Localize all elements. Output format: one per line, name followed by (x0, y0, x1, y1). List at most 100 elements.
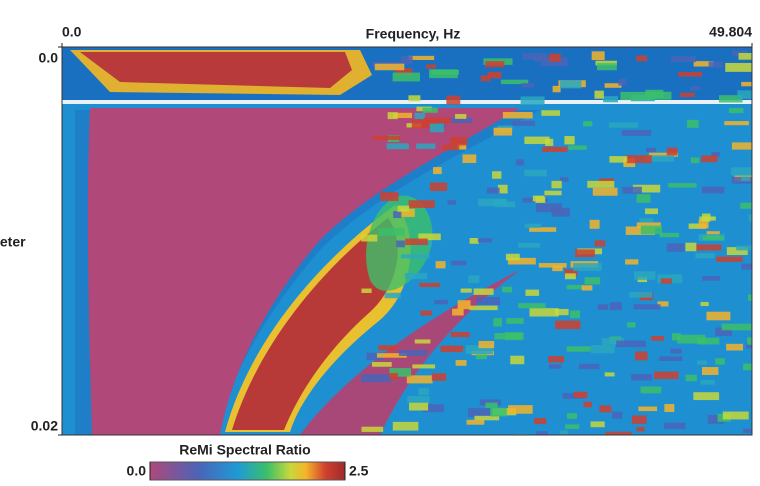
speckle (506, 318, 523, 324)
speckle (595, 240, 606, 246)
speckle (407, 396, 430, 402)
speckle (565, 424, 579, 429)
speckle (651, 336, 664, 341)
speckle (534, 418, 546, 424)
speckle (442, 145, 459, 150)
speckle (709, 61, 723, 67)
speckle (494, 128, 513, 136)
speckle (741, 82, 760, 86)
speckle (401, 254, 430, 258)
speckle (678, 72, 702, 77)
speckle (612, 412, 622, 419)
speckle (451, 332, 470, 337)
speckle (405, 239, 428, 246)
speckle (524, 170, 546, 177)
speckle (737, 90, 756, 98)
speckle (631, 374, 652, 380)
speckle (748, 295, 760, 301)
speckle (686, 375, 697, 381)
speckle (455, 114, 466, 119)
speckle (388, 112, 398, 119)
speckle (536, 203, 562, 212)
colorbar-tick-label: 0.0 (127, 463, 147, 479)
speckle (706, 312, 730, 321)
speckle (474, 416, 499, 420)
speckle (627, 322, 635, 327)
speckle (567, 346, 591, 351)
speckle (620, 92, 649, 100)
speckle (544, 191, 561, 196)
speckle (424, 118, 451, 124)
speckle (463, 154, 477, 163)
speckle (629, 292, 652, 298)
speckle (664, 404, 674, 412)
speckle (638, 407, 657, 412)
colorbar (150, 462, 345, 480)
speckle (583, 402, 591, 408)
speckle (573, 263, 602, 271)
speckle (680, 93, 695, 97)
speckle (722, 324, 752, 331)
speckle (485, 403, 497, 408)
speckle (741, 264, 760, 270)
speckle (512, 121, 534, 126)
speckle (415, 113, 426, 119)
speckle (502, 287, 512, 293)
speckle (702, 187, 724, 194)
speckle (672, 333, 681, 340)
speckle (450, 137, 467, 145)
speckle (603, 96, 618, 102)
speckle (560, 80, 581, 88)
speckle (451, 261, 466, 266)
speckle (729, 108, 744, 113)
speckle (634, 304, 661, 309)
speckle (555, 309, 569, 315)
speckle (525, 290, 539, 296)
speckle (397, 206, 409, 212)
speckle (583, 121, 592, 126)
speckle (541, 110, 560, 116)
speckle (545, 139, 553, 146)
speckle (726, 344, 743, 351)
speckle (740, 203, 752, 209)
speckle (592, 51, 605, 60)
speckle (564, 136, 574, 144)
speckle (659, 356, 682, 360)
speckle (378, 345, 397, 350)
speckle (485, 61, 504, 67)
speckle (697, 361, 707, 365)
speckle (618, 79, 626, 86)
speckle (685, 243, 696, 251)
speckle (739, 53, 756, 60)
speckle (423, 108, 438, 113)
speckle (691, 157, 699, 163)
speckle (570, 311, 580, 319)
speckle (434, 300, 448, 305)
speckle (521, 96, 545, 105)
speckle (503, 112, 533, 118)
speckle (736, 246, 760, 251)
speckle (699, 217, 716, 221)
speckle (361, 427, 383, 432)
speckle (616, 340, 646, 347)
speckle (379, 228, 405, 236)
speckle (716, 257, 743, 262)
speckle (493, 318, 501, 326)
speckle (703, 236, 724, 240)
speckle (610, 302, 622, 310)
speckle (530, 308, 559, 316)
speckle (533, 55, 542, 61)
speckle (405, 273, 427, 279)
speckle (441, 346, 464, 352)
speckle (372, 136, 400, 140)
speckle (542, 147, 567, 152)
speckle (626, 155, 652, 163)
speckle (553, 86, 561, 92)
speckle (470, 238, 479, 244)
speckle (593, 188, 618, 196)
speckle (591, 421, 605, 427)
speckle (641, 226, 662, 235)
speckle (409, 200, 435, 208)
speckle (701, 302, 709, 306)
speckle (560, 430, 568, 436)
